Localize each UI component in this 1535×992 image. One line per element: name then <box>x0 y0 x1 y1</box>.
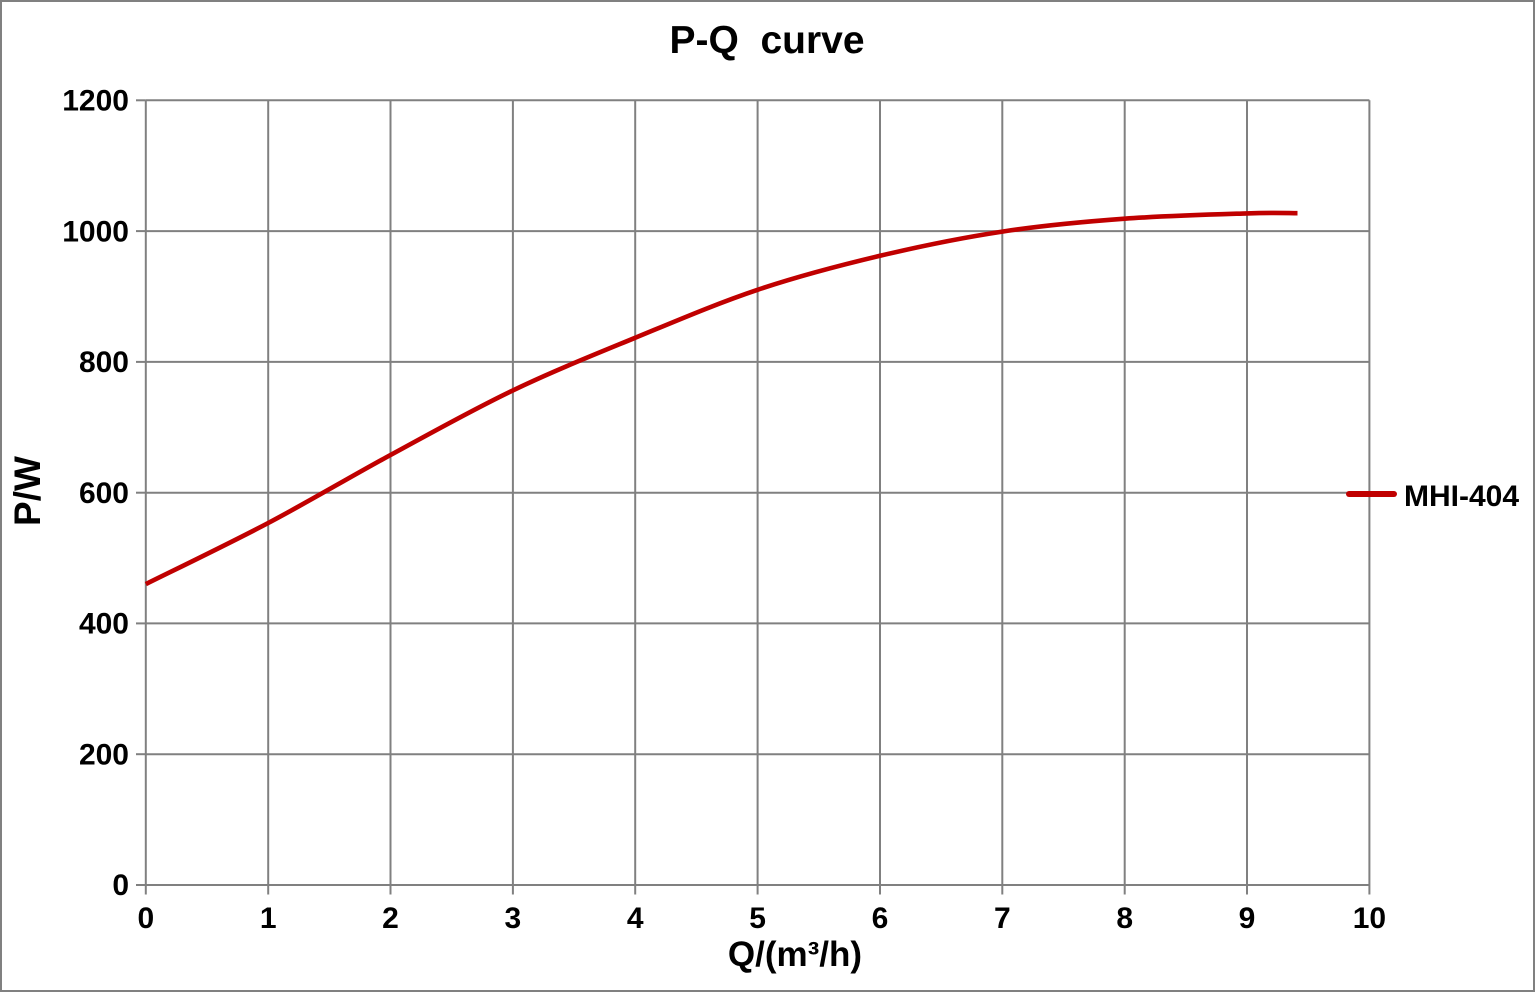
svg-text:9: 9 <box>1239 902 1256 935</box>
svg-text:7: 7 <box>994 902 1011 935</box>
svg-text:P/W: P/W <box>7 456 48 526</box>
svg-text:8: 8 <box>1116 902 1133 935</box>
svg-text:10: 10 <box>1353 902 1386 935</box>
svg-text:1200: 1200 <box>62 85 129 118</box>
svg-text:2: 2 <box>382 902 399 935</box>
svg-text:0: 0 <box>137 902 154 935</box>
svg-text:400: 400 <box>79 608 129 641</box>
svg-text:1000: 1000 <box>62 215 129 248</box>
svg-text:P-Q curve: P-Q curve <box>669 19 864 62</box>
svg-text:200: 200 <box>79 738 129 771</box>
svg-text:0: 0 <box>112 869 129 902</box>
svg-text:Q/(m³/h): Q/(m³/h) <box>728 935 862 974</box>
svg-text:5: 5 <box>749 902 766 935</box>
svg-text:3: 3 <box>505 902 522 935</box>
svg-text:600: 600 <box>79 477 129 510</box>
svg-text:1: 1 <box>260 902 277 935</box>
svg-text:6: 6 <box>872 902 889 935</box>
svg-text:MHI-404: MHI-404 <box>1404 480 1519 513</box>
svg-text:800: 800 <box>79 346 129 379</box>
svg-text:4: 4 <box>627 902 644 935</box>
